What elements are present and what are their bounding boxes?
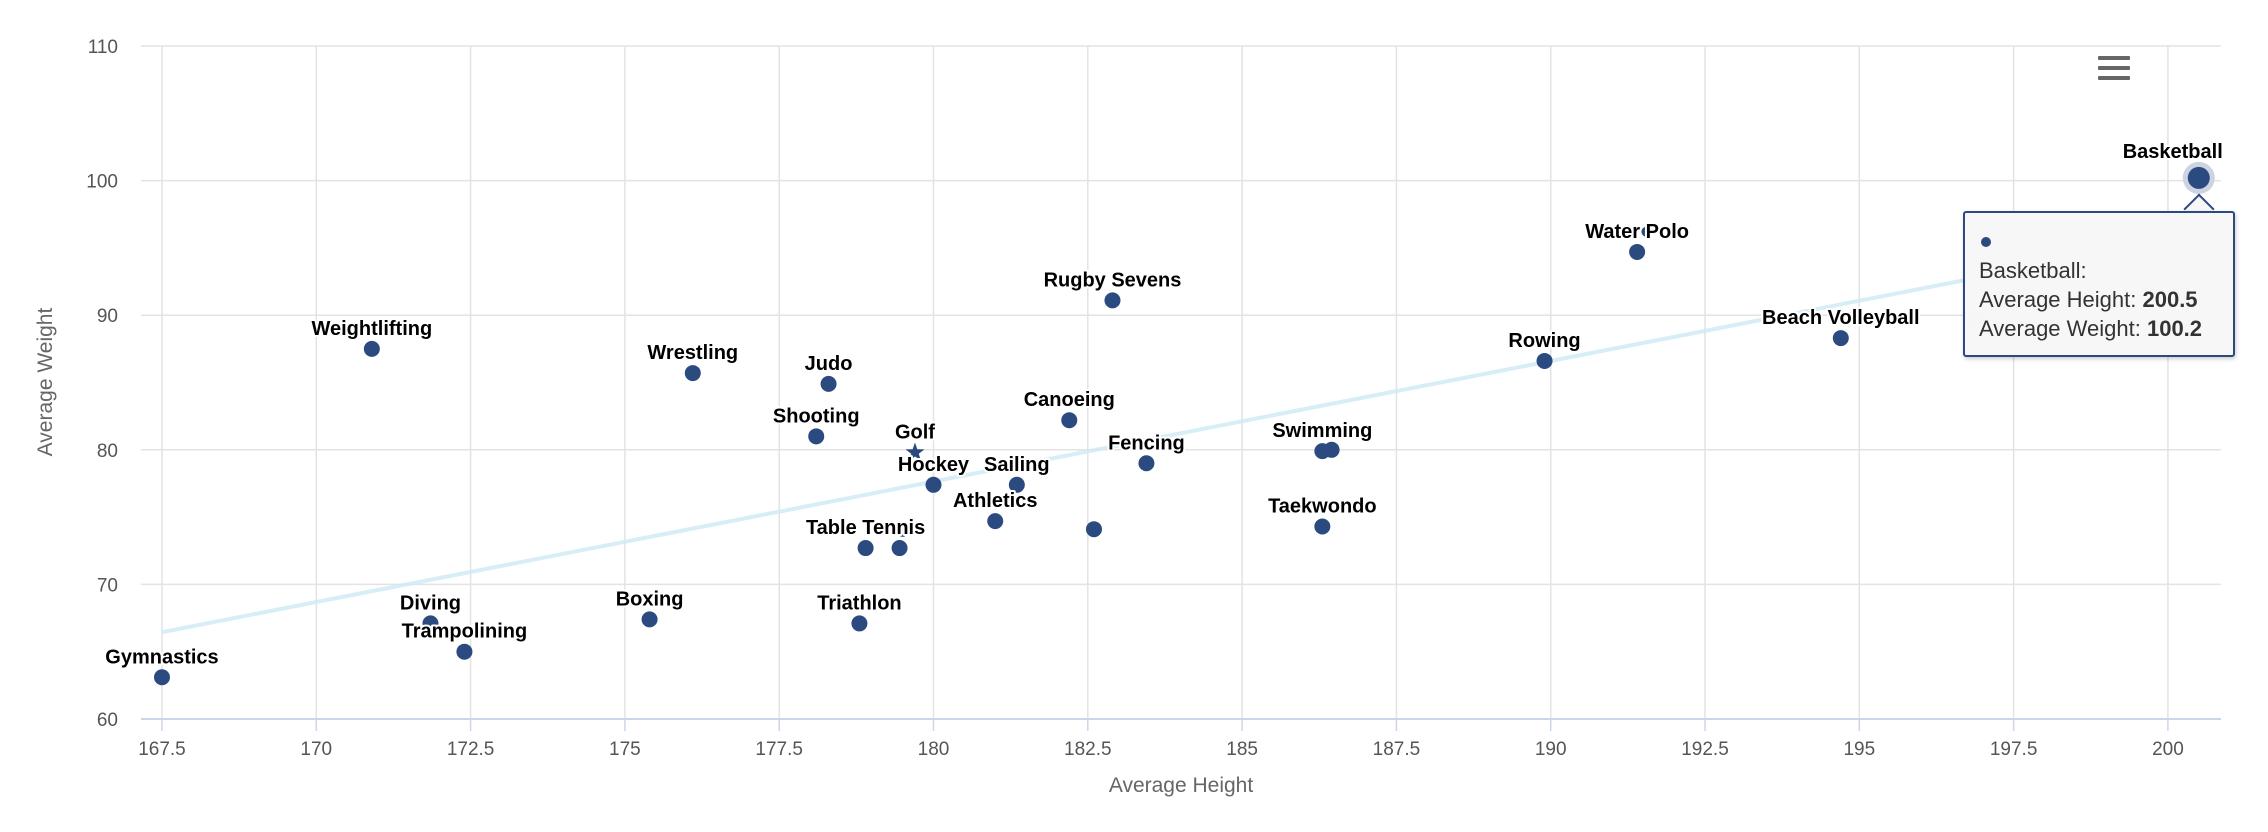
points xyxy=(153,161,2215,686)
x-tick-label: 190 xyxy=(1535,739,1567,760)
data-label: Fencing xyxy=(1108,432,1185,454)
data-label: Water Polo xyxy=(1585,221,1689,243)
hamburger-menu-icon[interactable] xyxy=(2098,56,2130,82)
y-tick-label: 90 xyxy=(97,306,118,327)
data-label: Gymnastics xyxy=(105,646,218,668)
y-tick-label: 60 xyxy=(97,710,118,731)
point xyxy=(641,611,658,628)
tooltip-height-value: 200.5 xyxy=(2142,287,2198,312)
data-label: Triathlon xyxy=(817,592,901,614)
data-label: Table Tennis xyxy=(806,517,925,539)
point xyxy=(456,643,473,660)
point-hovered xyxy=(2187,166,2210,189)
x-tick-label: 187.5 xyxy=(1373,739,1421,760)
x-tick-label: 182.5 xyxy=(1064,739,1112,760)
point xyxy=(1104,292,1121,309)
data-label: Rugby Sevens xyxy=(1044,269,1182,291)
point xyxy=(925,476,942,493)
point xyxy=(891,540,908,557)
point xyxy=(987,513,1004,530)
x-tick-label: 200 xyxy=(2152,739,2184,760)
star-point xyxy=(905,442,925,461)
data-label: Shooting xyxy=(773,405,860,427)
point xyxy=(1085,521,1102,538)
point xyxy=(808,428,825,445)
x-tick-label: 170 xyxy=(300,739,332,760)
x-tick-label: 195 xyxy=(1843,739,1875,760)
data-label: Taekwondo xyxy=(1268,496,1377,518)
data-label: Boxing xyxy=(616,588,684,610)
x-tick-label: 180 xyxy=(918,739,950,760)
y-tick-label: 70 xyxy=(97,575,118,596)
point xyxy=(1138,455,1155,472)
point xyxy=(1061,412,1078,429)
point xyxy=(1629,243,1646,260)
x-tick-label: 175 xyxy=(609,739,641,760)
data-label: Golf xyxy=(895,421,935,443)
x-tick-label: 192.5 xyxy=(1681,739,1729,760)
x-axis-title: Average Height xyxy=(1109,774,1254,797)
y-axis-ticks: 60 70 80 90 100 110 xyxy=(86,37,118,731)
x-tick-label: 185 xyxy=(1226,739,1258,760)
point xyxy=(851,615,868,632)
data-labels: Gymnastics Weightlifting Diving Trampolinin… xyxy=(103,139,2224,670)
point xyxy=(363,340,380,357)
data-label: Weightlifting xyxy=(311,318,432,340)
y-axis-title: Average Weight xyxy=(34,308,57,457)
point xyxy=(153,669,170,686)
data-label: Trampolining xyxy=(402,621,528,643)
y-tick-label: 100 xyxy=(86,172,118,193)
data-label: Judo xyxy=(805,353,853,375)
x-tick-label: 167.5 xyxy=(138,739,186,760)
point xyxy=(1536,352,1553,369)
data-label: Swimming xyxy=(1272,420,1372,442)
x-tick-label: 172.5 xyxy=(447,739,495,760)
data-label: Wrestling xyxy=(647,342,738,364)
point xyxy=(1323,441,1340,458)
point xyxy=(857,540,874,557)
data-label: Sailing xyxy=(984,454,1050,476)
point xyxy=(684,365,701,382)
tooltip-title: Basketball: xyxy=(1979,258,2087,283)
point xyxy=(820,375,837,392)
point xyxy=(1641,226,1652,237)
y-tick-label: 110 xyxy=(88,37,118,58)
tooltip-series-dot-icon xyxy=(1981,237,1991,247)
tooltip-weight-value: 100.2 xyxy=(2146,316,2203,341)
data-label: Rowing xyxy=(1508,330,1580,352)
tooltip-weight: Average Weight: 100.2 xyxy=(1979,314,2219,343)
point xyxy=(1314,518,1331,535)
data-label: Basketball xyxy=(2123,141,2223,163)
regression-line xyxy=(161,232,2200,635)
data-label: Canoeing xyxy=(1024,389,1115,411)
y-tick-label: 80 xyxy=(97,441,118,462)
x-axis-ticks: 167.5 170 172.5 175 177.5 180 182.5 185 187.5 190… xyxy=(138,739,2184,760)
x-tick-label: 197.5 xyxy=(1990,739,2038,760)
point xyxy=(422,615,439,632)
trendline xyxy=(161,232,2200,635)
data-label: Beach Volleyball xyxy=(1762,307,1919,329)
data-label: Hockey xyxy=(898,454,970,476)
tooltip-height: Average Height: 200.5 xyxy=(1979,285,2219,314)
data-label: Athletics xyxy=(953,490,1037,512)
grid xyxy=(141,45,2221,731)
tooltip-weight-label: Average Weight: xyxy=(1979,316,2147,341)
tooltip-height-label: Average Height: xyxy=(1979,287,2143,312)
point xyxy=(897,526,908,537)
tooltip: Basketball: Average Height: 200.5 Averag… xyxy=(1963,211,2235,357)
point xyxy=(1832,330,1849,347)
x-tick-label: 177.5 xyxy=(755,739,803,760)
data-label: Diving xyxy=(400,592,461,614)
point xyxy=(1008,476,1025,493)
